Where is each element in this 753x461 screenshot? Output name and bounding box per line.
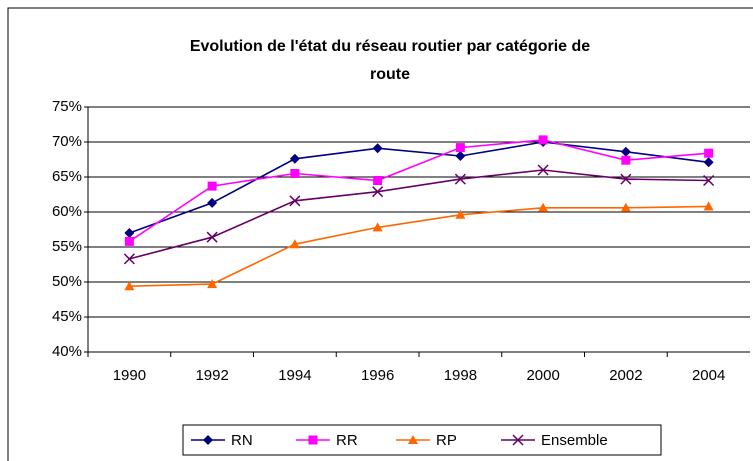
- marker: [123, 253, 135, 265]
- series-line: [129, 141, 709, 234]
- x-tick-label: 2002: [609, 367, 642, 384]
- y-tick-label: 55%: [52, 238, 82, 255]
- marker: [703, 174, 715, 187]
- marker: [455, 209, 466, 219]
- marker: [537, 164, 549, 176]
- marker: [124, 281, 135, 291]
- marker: [124, 228, 135, 238]
- marker: [620, 146, 631, 157]
- marker: [207, 197, 218, 208]
- x-tick-label: 1998: [444, 367, 477, 384]
- marker: [620, 173, 632, 185]
- y-tick-label: 60%: [52, 203, 82, 220]
- marker: [455, 143, 465, 153]
- marker: [408, 435, 418, 444]
- marker: [621, 155, 631, 165]
- marker: [289, 195, 301, 207]
- marker: [703, 157, 714, 168]
- marker: [512, 434, 524, 446]
- legend-label: Ensemble: [541, 432, 608, 449]
- marker: [372, 222, 383, 232]
- y-tick-label: 45%: [52, 308, 82, 325]
- marker: [206, 231, 218, 243]
- marker: [124, 236, 134, 246]
- marker: [372, 186, 384, 198]
- marker: [372, 143, 383, 154]
- marker: [538, 202, 549, 212]
- y-tick-label: 40%: [52, 343, 82, 360]
- marker: [703, 201, 714, 211]
- series-line: [128, 139, 709, 243]
- x-tick-label: 1996: [361, 367, 394, 384]
- marker: [620, 202, 631, 212]
- x-tick-label: 1990: [113, 367, 146, 384]
- marker: [308, 435, 318, 445]
- x-tick-label: 2004: [692, 367, 725, 384]
- chart-title: Evolution de l'état du réseau routier pa…: [189, 38, 591, 83]
- marker: [207, 181, 217, 191]
- y-tick-label: 75%: [52, 98, 82, 115]
- y-tick-label: 65%: [52, 168, 82, 185]
- x-tick-label: 2000: [526, 367, 559, 384]
- x-tick-label: 1994: [278, 367, 311, 384]
- y-tick-label: 50%: [52, 273, 82, 290]
- marker: [290, 169, 300, 178]
- marker: [454, 173, 466, 185]
- series-line: [129, 169, 709, 260]
- y-tick-label: 70%: [52, 133, 82, 150]
- marker: [538, 135, 548, 145]
- legend-label: RR: [336, 432, 358, 449]
- marker: [289, 239, 300, 249]
- marker: [704, 148, 714, 158]
- marker: [373, 176, 383, 185]
- series-line: [129, 205, 709, 287]
- marker: [289, 153, 300, 164]
- legend-label: RP: [436, 432, 457, 449]
- marker: [455, 151, 466, 161]
- marker: [207, 279, 218, 289]
- marker: [203, 435, 213, 445]
- x-tick-label: 1992: [195, 367, 228, 384]
- legend-label: RN: [231, 432, 253, 449]
